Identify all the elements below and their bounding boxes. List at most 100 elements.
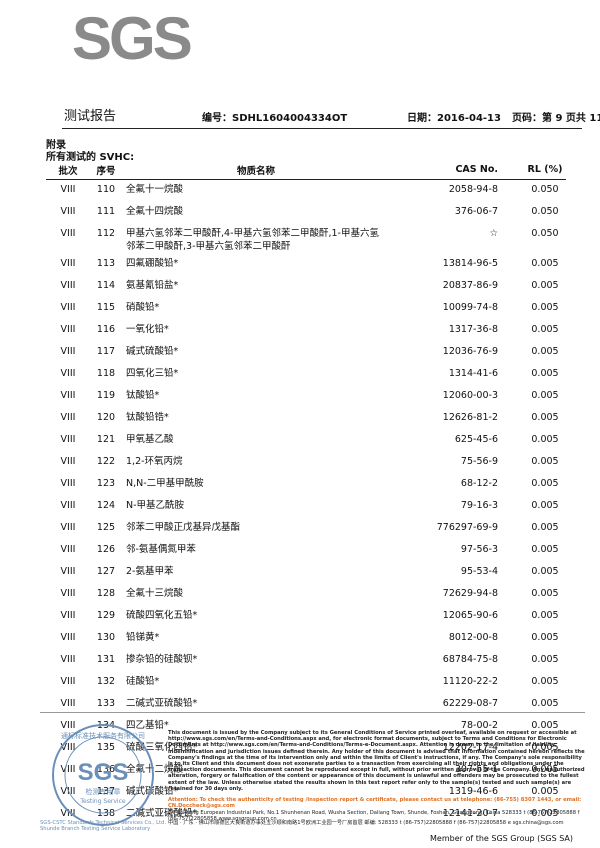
table-cell: 112	[96, 228, 116, 239]
table-cell: 131	[96, 654, 116, 665]
table-cell: 133	[96, 698, 116, 709]
table-cell: VIII	[60, 720, 76, 731]
table-cell: 碱式硫酸铅*	[126, 346, 179, 357]
table-cell: 11120-22-2	[442, 676, 498, 687]
table-cell: 78-00-2	[460, 720, 498, 731]
table-cell: 125	[96, 522, 116, 533]
table-cell: 20837-86-9	[442, 280, 498, 291]
table-cell: 126	[96, 544, 116, 555]
table-cell: 0.005	[531, 258, 559, 269]
table-row: VIII 111 全氟十四烷酸 376-06-7 0.050	[46, 202, 566, 224]
table-row: VIII 118 四氧化三铅* 1314-41-6 0.005	[46, 364, 566, 386]
table-cell: 0.005	[531, 412, 559, 423]
table-cell: 115	[96, 302, 116, 313]
table-row: VIII 137 碱式碳酸铅* 1319-46-6 0.005	[46, 782, 566, 804]
table-cell: 62229-08-7	[442, 698, 498, 709]
table-cell: VIII	[60, 434, 76, 445]
table-cell: 118	[96, 368, 116, 379]
table-cell: VIII	[60, 324, 76, 335]
table-cell: VIII	[60, 346, 76, 357]
table-cell: VIII	[60, 654, 76, 665]
table-cell: VIII	[60, 544, 76, 555]
table-cell: 68-12-2	[460, 478, 498, 489]
table-row: VIII 135 硫酸三氧化四铅* 12202-17-4 0.005	[46, 738, 566, 760]
table-cell: VIII	[60, 500, 76, 511]
table-cell: VIII	[60, 206, 76, 217]
table-cell: 0.005	[531, 302, 559, 313]
section-subtitle: 所有测试的 SVHC:	[46, 152, 135, 163]
table-cell: 135	[96, 742, 116, 753]
table-cell: 0.005	[531, 368, 559, 379]
table-cell: 0.005	[531, 764, 559, 775]
table-cell: VIII	[60, 456, 76, 467]
table-cell: 776297-69-9	[436, 522, 498, 533]
table-cell: 0.005	[531, 742, 559, 753]
table-cell: 0.005	[531, 610, 559, 621]
table-cell: 二碱式亚磷酸铅*	[126, 808, 198, 819]
table-cell: VIII	[60, 302, 76, 313]
table-cell: VIII	[60, 390, 76, 401]
table-cell: 119	[96, 390, 116, 401]
stamp-en: Testing Service	[79, 798, 125, 805]
table-row: VIII 119 钛酸铅* 12060-00-3 0.005	[46, 386, 566, 408]
logo: SGS	[72, 5, 193, 72]
table-cell: 123	[96, 478, 116, 489]
table-cell: 121	[96, 434, 116, 445]
table-cell: 122	[96, 456, 116, 467]
stamp-top: 通标标准技术服务有限公司	[61, 731, 145, 740]
table-cell: 1317-36-8	[448, 324, 498, 335]
table-row: VIII 120 钛酸铅锆* 12626-81-2 0.005	[46, 408, 566, 430]
table-row: VIII 121 甲氧基乙酸 625-45-6 0.005	[46, 430, 566, 452]
report-date: 日期：2016-04-13	[407, 113, 501, 124]
column-header: RL (%)	[524, 160, 566, 180]
table-cell: 0.005	[531, 654, 559, 665]
table-cell: 四氧化三铅*	[126, 368, 179, 379]
table-cell: 二碱式亚硫酸铅*	[126, 698, 198, 709]
table-cell: 氨基氰铅盐*	[126, 280, 179, 291]
table-cell: 79-16-3	[460, 500, 498, 511]
table-row: VIII 115 硝酸铅* 10099-74-8 0.005	[46, 298, 566, 320]
table-row: VIII 116 一氧化铅* 1317-36-8 0.005	[46, 320, 566, 342]
table-cell: 0.005	[531, 544, 559, 555]
table-cell: 0.005	[531, 808, 559, 819]
table-cell: VIII	[60, 522, 76, 533]
table-row: VIII 110 全氟十一烷酸 2058-94-8 0.050	[46, 180, 566, 203]
table-cell: ☆	[489, 228, 498, 239]
table-cell: 0.050	[531, 228, 559, 239]
section-title: 附录	[46, 140, 66, 151]
table-cell: 硫酸四氧化五铅*	[126, 610, 198, 621]
report-title: 测试报告	[64, 109, 117, 124]
table-cell: 0.005	[531, 632, 559, 643]
table-row: VIII 132 硅酸铅* 11120-22-2 0.005	[46, 672, 566, 694]
table-cell: 129	[96, 610, 116, 621]
column-header: CAS No.	[387, 160, 524, 180]
footer-rule	[40, 712, 585, 713]
table-cell: 137	[96, 786, 116, 797]
table-cell: VIII	[60, 228, 76, 239]
report-no: 编号：SDHL1604004334OT	[202, 113, 348, 124]
table-cell: VIII	[60, 786, 76, 797]
table-cell: 12626-81-2	[442, 412, 498, 423]
table-cell: 硫酸三氧化四铅*	[126, 742, 198, 753]
table-cell: 127	[96, 566, 116, 577]
table-cell: 硝酸铅*	[126, 302, 160, 313]
table-cell: VIII	[60, 742, 76, 753]
table-cell: VIII	[60, 412, 76, 423]
page-no: 页码：第 9 页共 11 页	[512, 113, 600, 124]
table-cell: 0.005	[531, 456, 559, 467]
table-cell: 0.005	[531, 280, 559, 291]
table-cell: 12060-00-3	[442, 390, 498, 401]
disclaimer: This document is issued by the Company s…	[168, 730, 585, 792]
table-row: VIII 131 掺杂铅的硅酸钡* 68784-75-8 0.005	[46, 650, 566, 672]
table-cell: 12065-90-6	[442, 610, 498, 621]
table-cell: VIII	[60, 764, 76, 775]
table-cell: 0.005	[531, 786, 559, 797]
table-cell: VIII	[60, 808, 76, 819]
address-cn: 中国 · 广东 · 佛山市顺德区大良街道办事处五沙顺和南路1号欧洲工业园一号厂房…	[168, 820, 564, 826]
table-cell: VIII	[60, 588, 76, 599]
table-cell: 掺杂铅的硅酸钡*	[126, 654, 198, 665]
table-row: VIII 130 铅锑黄* 8012-00-8 0.005	[46, 628, 566, 650]
table-cell: N,N-二甲基甲酰胺	[126, 478, 204, 489]
table-cell: 128	[96, 588, 116, 599]
